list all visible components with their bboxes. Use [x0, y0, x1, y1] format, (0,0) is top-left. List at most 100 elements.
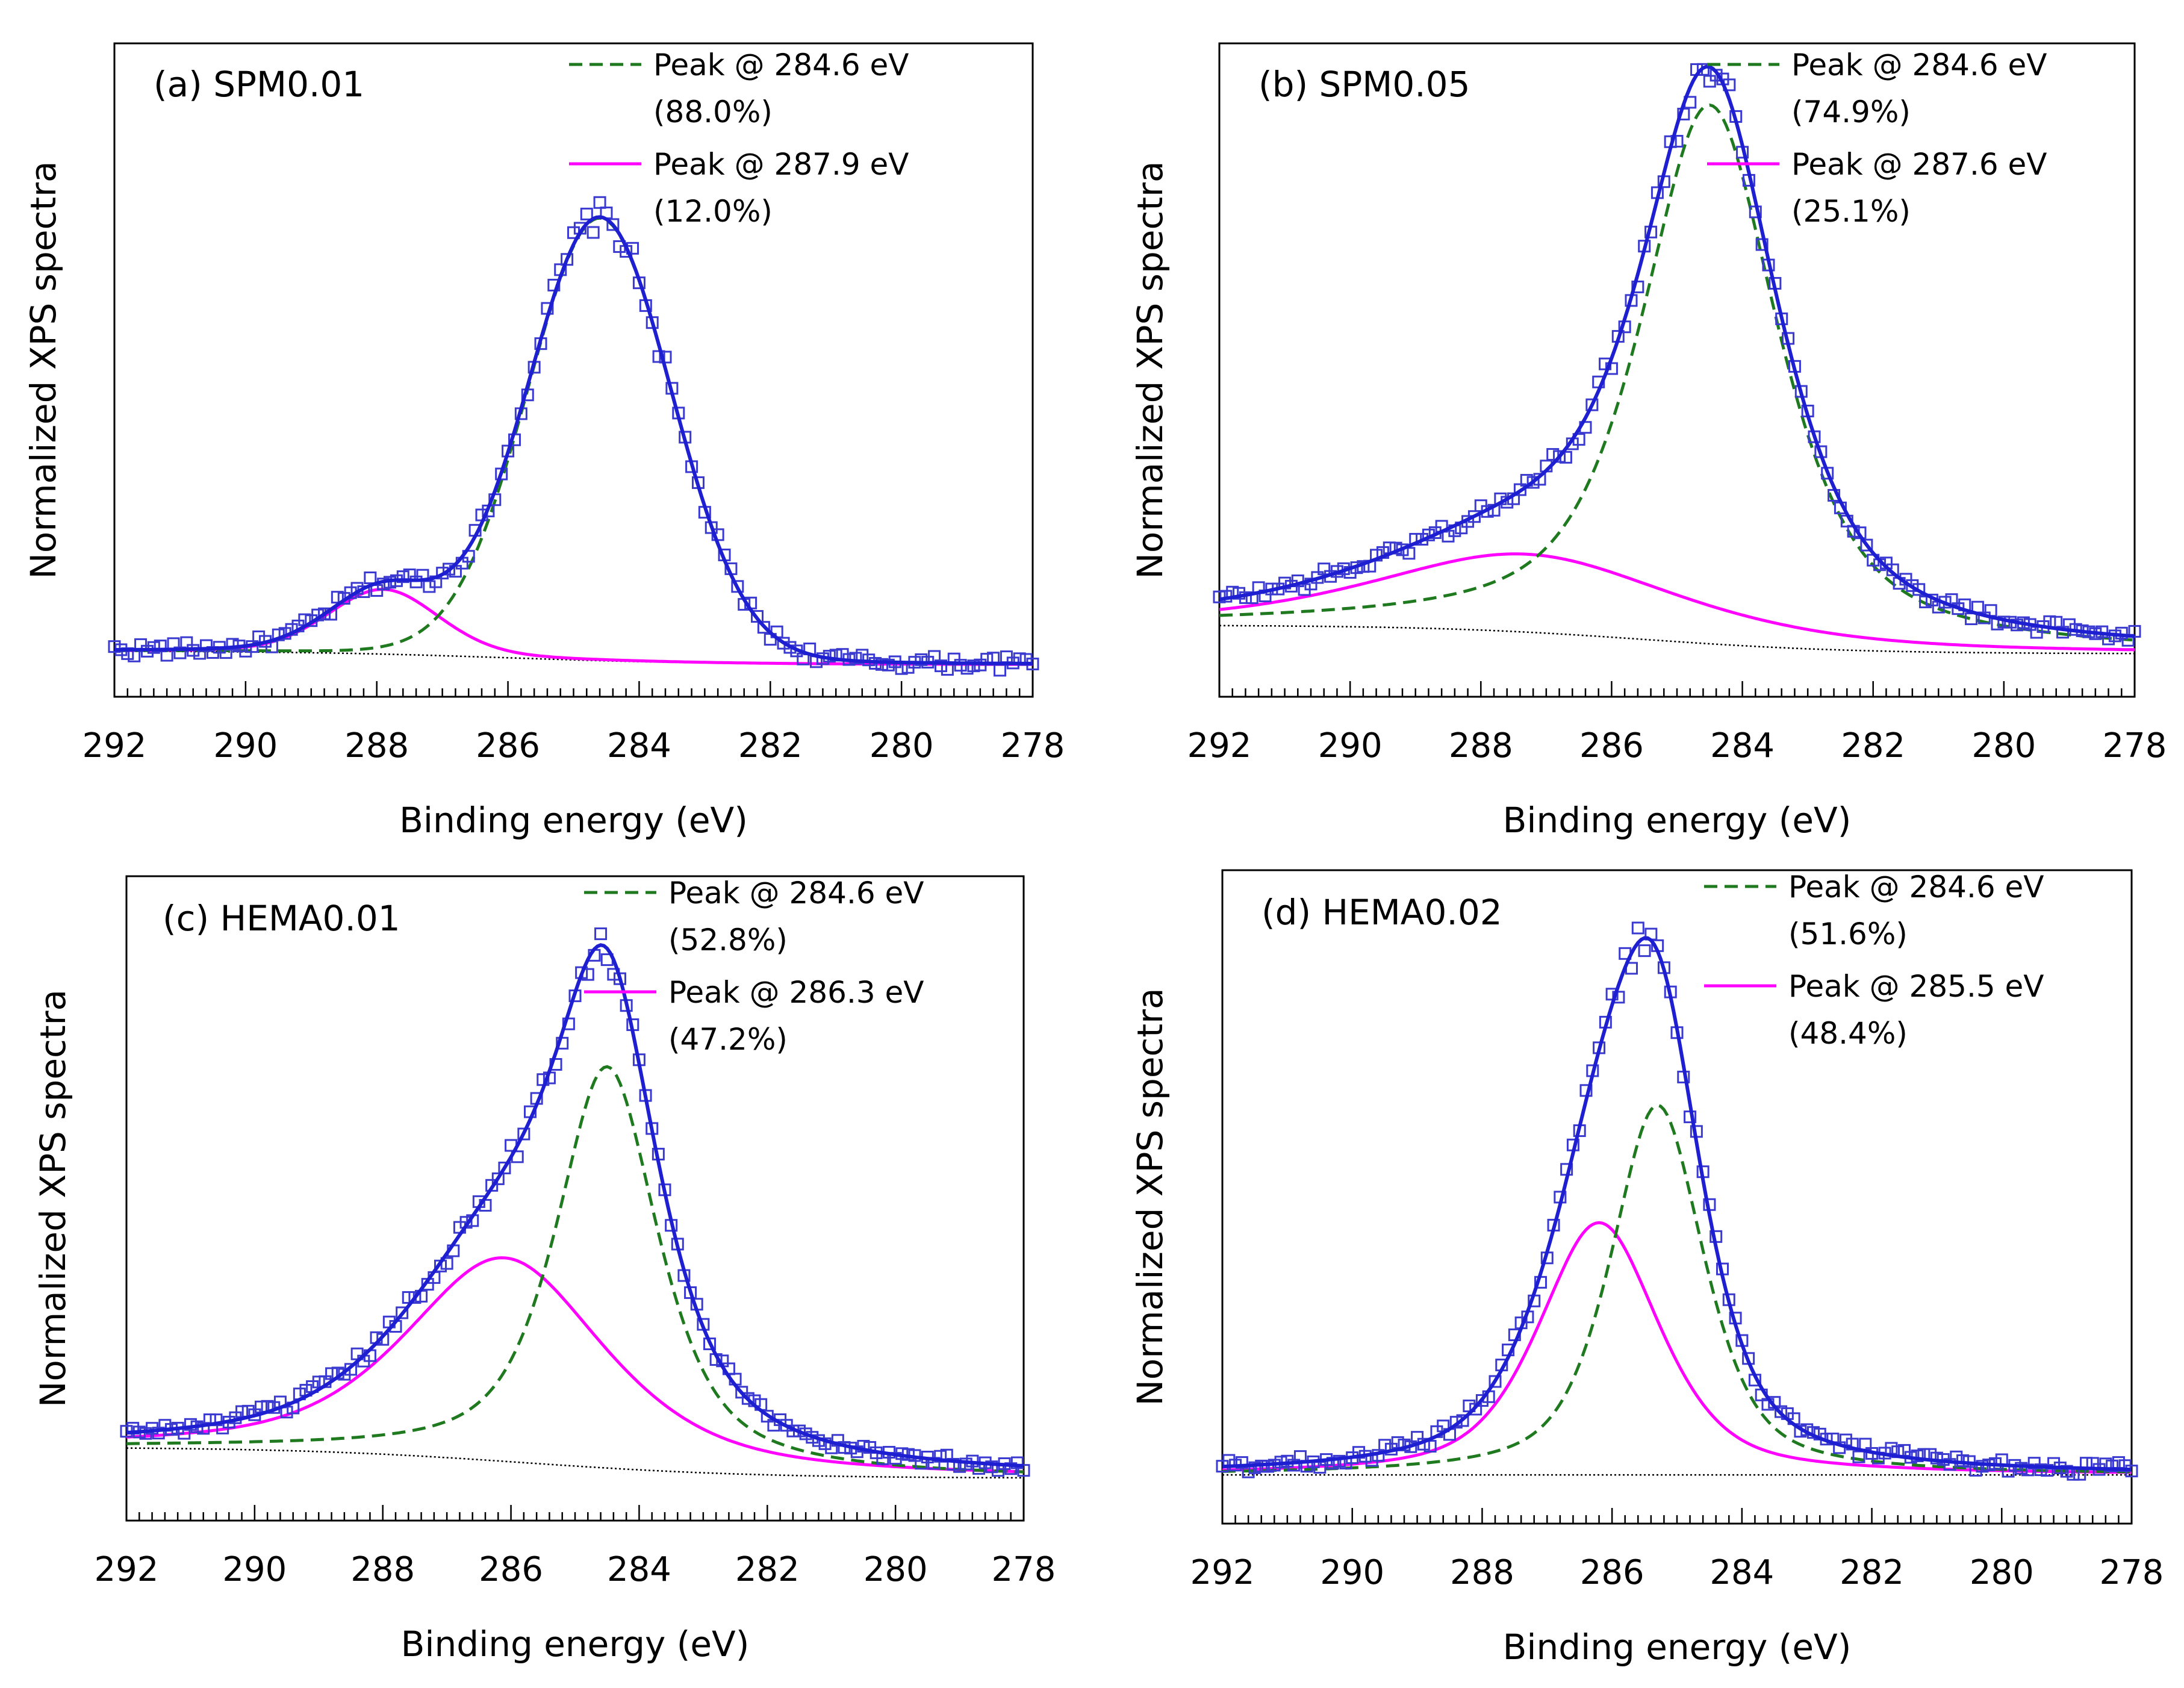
data-point	[2112, 1456, 2125, 1469]
data-point	[2041, 1464, 2054, 1477]
data-point	[751, 610, 764, 623]
legend-percent: (88.0%)	[653, 95, 773, 129]
y-axis-label: Normalized XPS spectra	[1130, 988, 1171, 1406]
x-tick-label: 280	[863, 1550, 928, 1589]
data-points	[120, 927, 1030, 1477]
x-axis-label: Binding energy (eV)	[1503, 1627, 1852, 1668]
legend-percent: (25.1%)	[1791, 194, 1911, 229]
x-tick-label: 282	[735, 1550, 800, 1589]
peak2-line	[126, 1256, 1024, 1474]
data-point	[731, 580, 744, 593]
data-point	[396, 1306, 409, 1319]
data-point	[1526, 476, 1540, 489]
legend-percent: (47.2%)	[668, 1022, 788, 1057]
legend-label: Peak @ 287.9 eV	[653, 147, 909, 182]
data-point	[857, 1440, 870, 1453]
data-point	[2015, 1462, 2028, 1475]
fit-envelope-line	[114, 215, 1033, 665]
data-point	[1513, 483, 1526, 496]
plot-frame	[125, 875, 1025, 1522]
fit-envelope-line	[1219, 64, 2135, 638]
legend-percent: (12.0%)	[653, 194, 773, 229]
legend-label: Peak @ 285.5 eV	[1788, 969, 2044, 1004]
legend: Peak @ 284.6 eV (52.8%) Peak @ 286.3 eV (47…	[584, 876, 924, 1057]
x-tick-label: 284	[1710, 1553, 1774, 1592]
fit-envelope-line	[126, 943, 1024, 1468]
data-point	[915, 653, 928, 666]
data-point	[741, 1392, 754, 1405]
x-tick-label: 290	[1318, 726, 1383, 765]
data-point	[1852, 1450, 1865, 1463]
peak2-line	[1222, 1221, 2132, 1474]
data-point	[954, 659, 967, 672]
data-point	[761, 1410, 774, 1423]
legend: Peak @ 284.6 eV (74.9%) Peak @ 287.6 eV (25…	[1707, 48, 2047, 229]
data-point	[325, 1367, 338, 1380]
chart-panel-2: 292 290 288 286 284 282 280 278 Binding energy (…	[1130, 42, 2167, 841]
data-point	[994, 664, 1007, 677]
data-point	[1585, 398, 1599, 411]
data-point	[2056, 626, 2070, 639]
data-point	[396, 570, 409, 584]
data-point	[882, 658, 895, 671]
data-point	[849, 652, 862, 665]
data-point	[606, 218, 620, 231]
data-point	[1919, 596, 1932, 609]
data-point	[1333, 1454, 1346, 1468]
data-point	[875, 658, 888, 671]
x-tick-label: 278	[992, 1550, 1056, 1589]
data-point	[1235, 1456, 1248, 1469]
data-point	[2034, 1463, 2047, 1477]
data-point	[1638, 944, 1651, 958]
data-point	[1860, 538, 1873, 552]
data-point	[1546, 448, 1560, 461]
x-tick-label: 278	[2100, 1553, 2164, 1592]
data-point	[180, 636, 193, 649]
x-tick-label: 280	[870, 726, 934, 765]
x-axis-ticks	[125, 1505, 1025, 1521]
data-point	[1631, 921, 1644, 935]
peak2-line	[1219, 552, 2135, 652]
x-tick-label: 292	[82, 726, 147, 765]
plot-frame	[1218, 42, 2136, 698]
legend: Peak @ 284.6 eV (51.6%) Peak @ 285.5 eV (48…	[1704, 870, 2044, 1051]
legend: Peak @ 284.6 eV (88.0%) Peak @ 287.9 eV (12…	[569, 48, 909, 229]
data-point	[2021, 1463, 2034, 1477]
x-axis-label: Binding energy (eV)	[401, 1624, 750, 1665]
data-point	[1775, 1405, 1788, 1418]
data-point	[491, 1172, 505, 1185]
data-point	[757, 621, 770, 634]
x-tick-label: 292	[1190, 1553, 1255, 1592]
legend-label: Peak @ 284.6 eV	[653, 48, 909, 83]
peak1-line	[114, 216, 1033, 665]
data-point	[947, 1457, 960, 1471]
x-tick-label: 292	[1187, 726, 1252, 765]
x-axis-label: Binding energy (eV)	[1503, 800, 1852, 841]
x-tick-label: 288	[1450, 1553, 1514, 1592]
x-tick-label: 282	[1841, 726, 1905, 765]
x-tick-label: 286	[476, 726, 540, 765]
data-point	[1553, 450, 1566, 463]
x-tick-label: 288	[350, 1550, 415, 1589]
legend-percent: (48.4%)	[1788, 1016, 1908, 1051]
x-tick-label: 292	[95, 1550, 159, 1589]
data-point	[2027, 1457, 2041, 1470]
x-tick-label: 290	[213, 726, 278, 765]
panel-label: (c) HEMA0.01	[163, 898, 400, 939]
x-tick-label: 282	[1840, 1553, 1904, 1592]
data-point	[1489, 1375, 1502, 1388]
data-point	[935, 659, 947, 673]
data-point	[1010, 1456, 1024, 1469]
x-tick-label: 286	[1579, 726, 1644, 765]
data-point	[586, 226, 600, 239]
data-point	[147, 641, 160, 654]
x-tick-label: 286	[1580, 1553, 1644, 1592]
x-tick-label: 282	[738, 726, 803, 765]
data-point	[408, 1291, 422, 1304]
data-point	[1467, 510, 1481, 523]
data-points	[1216, 921, 2138, 1481]
peak2-line	[114, 588, 1033, 666]
data-point	[197, 1422, 210, 1435]
panel-label: (d) HEMA0.02	[1262, 892, 1502, 933]
